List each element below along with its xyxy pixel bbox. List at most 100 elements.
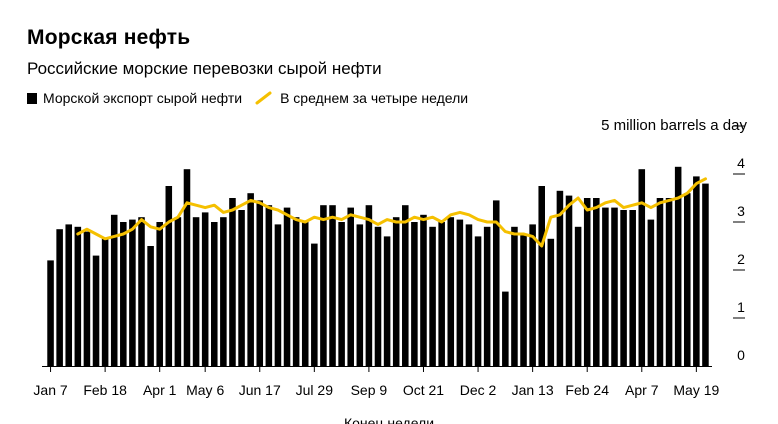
bar	[83, 231, 91, 366]
bar	[210, 222, 218, 366]
bar	[165, 186, 173, 366]
bar	[147, 246, 154, 366]
y-tick-label: 4	[737, 155, 745, 171]
x-tick-label: May 19	[673, 382, 719, 398]
bar	[120, 222, 127, 366]
bar	[329, 205, 336, 366]
bar	[183, 169, 191, 366]
bar	[638, 169, 646, 366]
bar	[474, 236, 482, 366]
legend: Морской экспорт сырой нефти В среднем за…	[27, 88, 480, 108]
bar	[365, 205, 373, 366]
bar	[547, 238, 555, 366]
bar	[465, 224, 473, 366]
bar	[229, 198, 236, 366]
x-tick-label: Feb 18	[83, 382, 127, 398]
bar	[611, 207, 618, 366]
bar	[256, 200, 264, 366]
unit-label: 5 million barrels a day	[601, 117, 747, 134]
bar	[602, 207, 609, 366]
bar	[683, 193, 691, 366]
bar	[174, 217, 182, 366]
y-tick-label: 2	[737, 251, 745, 267]
x-tick-label: Apr 1	[143, 382, 177, 398]
legend-line-swatch	[255, 91, 272, 105]
legend-bars-label: Морской экспорт сырой нефти	[43, 90, 243, 106]
bar	[429, 226, 436, 366]
bar	[192, 217, 200, 366]
bar	[656, 198, 664, 366]
x-axis-title: Конец недели	[344, 415, 434, 424]
bar	[620, 210, 627, 366]
bar	[311, 243, 318, 366]
bar	[338, 222, 345, 366]
bar	[593, 198, 600, 366]
bar	[420, 214, 427, 366]
bar	[583, 198, 591, 366]
legend-item-line: В среднем за четыре недели	[254, 90, 468, 106]
chart-title: Морская нефть	[27, 26, 191, 49]
average-line	[76, 177, 707, 248]
bar	[702, 183, 709, 366]
x-tick-label: Oct 21	[403, 382, 444, 398]
bar	[356, 224, 364, 366]
bar	[101, 238, 109, 366]
bar	[238, 210, 245, 366]
bar	[220, 217, 227, 366]
bar	[411, 222, 418, 366]
bar	[511, 226, 518, 366]
bar	[129, 219, 136, 366]
bar	[283, 207, 291, 366]
legend-bar-swatch	[27, 92, 37, 104]
bar-series	[42, 166, 712, 367]
gridlines	[733, 125, 745, 319]
x-tick-label: Sep 9	[351, 382, 388, 398]
legend-line-label: В среднем за четыре недели	[280, 90, 469, 106]
bar	[629, 210, 636, 366]
bar	[156, 222, 163, 366]
bar	[665, 198, 673, 366]
bar	[383, 236, 391, 366]
bar	[265, 205, 273, 366]
bar	[438, 222, 445, 366]
bar	[529, 224, 536, 366]
bar	[402, 205, 409, 366]
y-tick-label: 0	[737, 347, 745, 363]
y-tick-label: 3	[737, 203, 745, 219]
bar	[301, 222, 309, 366]
x-tick-label: Jan 13	[512, 382, 554, 398]
bar	[56, 229, 63, 366]
bar	[138, 217, 145, 366]
bar	[247, 193, 254, 366]
x-axis: Jan 7 Feb 18 Apr 1 May 6 Jun 17 Jul 29 Sep 9 Oc…	[33, 366, 720, 398]
bar	[502, 291, 509, 366]
x-tick-label: Feb 24	[565, 382, 609, 398]
bar	[374, 226, 382, 366]
bar	[483, 226, 491, 366]
legend-item-bars: Морской экспорт сырой нефти	[27, 90, 242, 106]
bar	[347, 207, 354, 366]
bar	[693, 176, 700, 366]
chart-subtitle: Российские морские перевозки сырой нефти	[27, 59, 382, 78]
bar	[538, 186, 546, 366]
bar	[274, 224, 282, 366]
bar	[392, 217, 400, 366]
y-axis: 0 1 2 3 4	[737, 155, 745, 363]
x-tick-label: Dec 2	[460, 382, 497, 398]
bar	[447, 217, 455, 366]
average-line-series	[76, 177, 707, 248]
bar	[65, 224, 73, 366]
bar	[492, 200, 500, 366]
bar	[565, 195, 573, 366]
bar	[110, 214, 118, 366]
bar	[320, 205, 327, 366]
x-tick-label: Jun 17	[239, 382, 281, 398]
bar	[201, 212, 209, 366]
bar	[92, 255, 100, 366]
x-tick-label: May 6	[186, 382, 224, 398]
bar	[574, 226, 582, 366]
bar	[556, 190, 564, 366]
bar	[47, 260, 54, 366]
bar	[74, 226, 82, 366]
